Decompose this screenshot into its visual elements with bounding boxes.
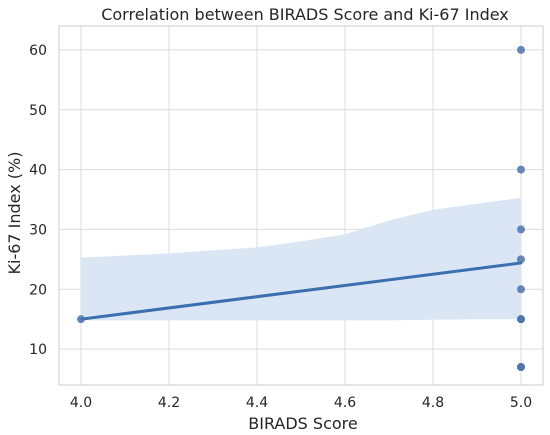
data-point-9 [517,363,525,372]
data-point-5 [517,285,525,294]
data-point-3 [517,225,525,234]
plot-frame [58,25,544,386]
y-axis-label: Ki-67 Index (%) [5,152,24,275]
scatter-points [77,45,525,372]
x-tick-label-1: 4.2 [158,395,180,411]
y-tick-labels: 10 20 30 40 50 60 [29,43,47,358]
x-tick-label-5: 5.0 [510,395,532,411]
x-tick-label-2: 4.4 [246,395,268,411]
y-tick-label-4: 50 [29,103,47,119]
y-tick-label-3: 40 [29,163,47,179]
chart-title: Correlation between BIRADS Score and Ki-… [101,5,509,24]
confidence-band-layer [81,197,521,321]
y-tick-label-5: 60 [29,43,47,59]
y-tick-label-0: 10 [29,342,47,358]
data-point-7 [517,315,525,324]
x-tick-label-0: 4.0 [70,395,92,411]
x-tick-label-3: 4.6 [334,395,356,411]
data-point-4 [517,255,525,264]
x-tick-label-4: 4.8 [422,395,444,411]
data-point-1 [517,45,525,54]
regression-line [79,261,523,321]
data-point-0 [77,315,85,324]
x-axis-label: BIRADS Score [248,414,357,433]
y-tick-label-1: 20 [29,282,47,298]
data-point-2 [517,165,525,174]
confidence-band [81,197,521,321]
regression-line-layer [79,261,523,321]
x-tick-labels: 4.0 4.2 4.4 4.6 4.8 5.0 [70,395,532,411]
y-tick-label-2: 30 [29,222,47,238]
